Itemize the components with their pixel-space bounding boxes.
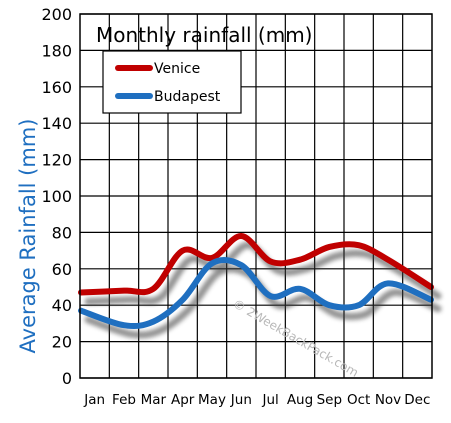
y-tick-label: 140 [41, 114, 72, 133]
chart-title: Monthly rainfall (mm) [96, 23, 312, 47]
x-tick-label: Nov [375, 392, 401, 408]
y-tick-label: 60 [52, 260, 72, 279]
x-tick-label: Mar [141, 392, 167, 408]
x-tick-label: Feb [112, 392, 136, 408]
series-lines [78, 233, 434, 330]
x-tick-label: Oct [347, 392, 370, 408]
y-tick-label: 0 [62, 369, 72, 388]
x-tick-label: Dec [404, 392, 430, 408]
x-tick-label: Apr [171, 392, 195, 408]
y-tick-label: 20 [52, 333, 72, 352]
y-tick-label: 40 [52, 296, 72, 315]
y-tick-label: 200 [41, 5, 72, 24]
legend-box [102, 50, 242, 114]
x-tick-label: Aug [287, 392, 313, 408]
x-tick-labels: Jan Feb Mar Apr May Jun Jul Aug Sep Oct Nov Dec [83, 392, 430, 408]
y-tick-label: 100 [41, 187, 72, 206]
y-tick-label: 80 [52, 223, 72, 242]
legend-label-budapest: Budapest [154, 89, 221, 105]
x-tick-label: May [198, 392, 226, 408]
legend: Venice Budapest [102, 50, 242, 114]
plot-frame [79, 13, 433, 379]
y-tick-label: 160 [41, 78, 72, 97]
x-tick-label: Jul [262, 392, 279, 408]
x-tick-label: Jan [83, 392, 105, 408]
series-line-budapest [78, 256, 434, 330]
y-axis-label: Average Rainfall (mm) [16, 119, 40, 354]
x-tick-label: Jun [230, 392, 252, 408]
legend-label-venice: Venice [154, 61, 200, 77]
y-tick-label: 180 [41, 41, 72, 60]
y-tick-label: 120 [41, 151, 72, 170]
x-tick-label: Sep [317, 392, 342, 408]
y-tick-labels: 0 20 40 60 80 100 120 140 160 180 200 [41, 5, 72, 388]
series-line-venice [78, 233, 434, 296]
